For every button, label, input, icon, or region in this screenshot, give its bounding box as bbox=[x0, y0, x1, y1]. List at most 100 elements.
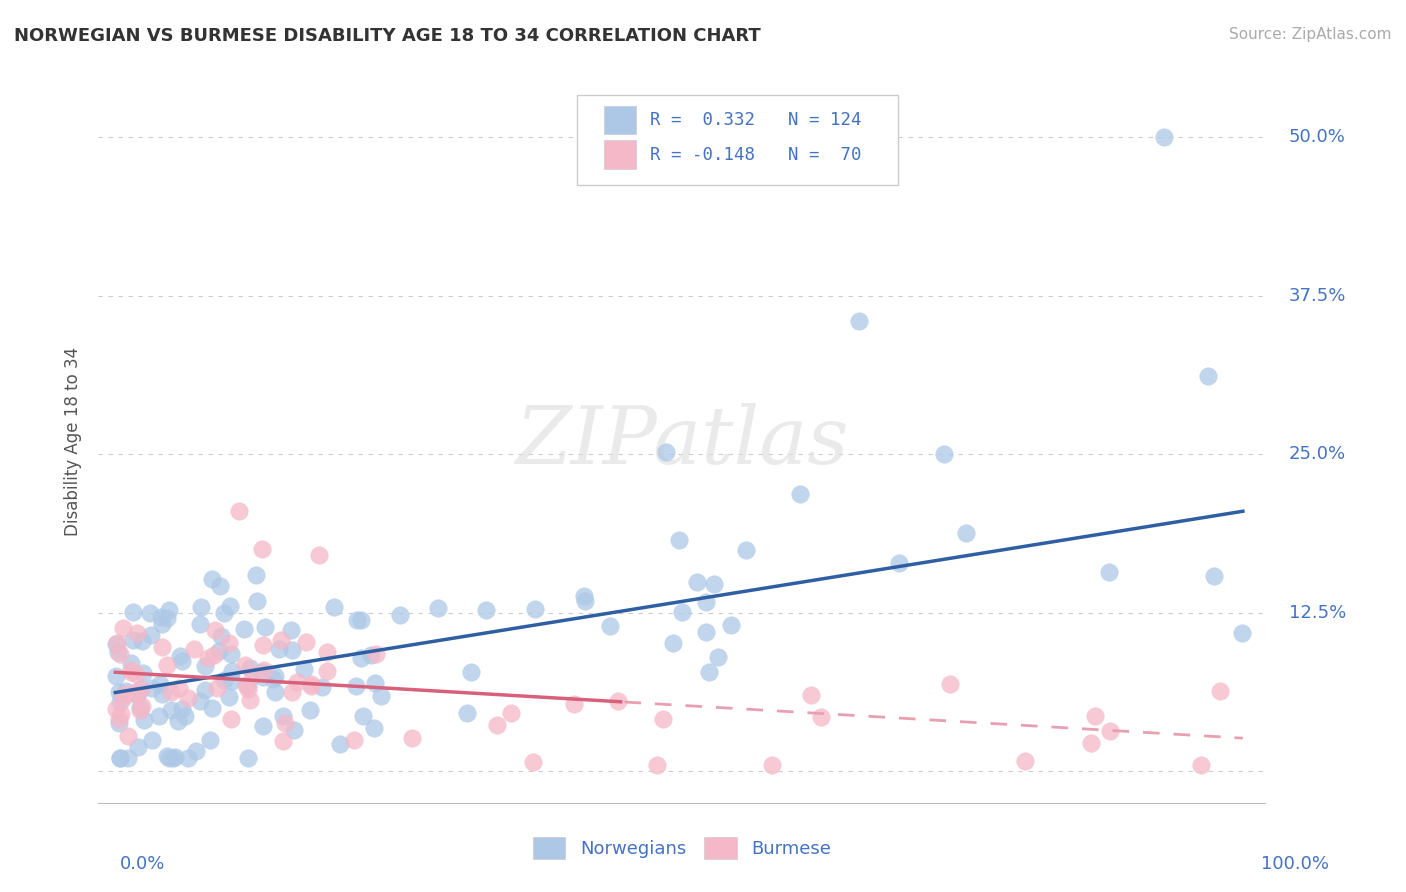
FancyBboxPatch shape bbox=[576, 95, 898, 185]
Point bbox=[1153, 130, 1175, 145]
FancyBboxPatch shape bbox=[603, 140, 637, 169]
Point bbox=[129, 681, 152, 696]
Point bbox=[120, 664, 142, 678]
Point bbox=[157, 603, 180, 617]
Point bbox=[301, 680, 323, 694]
Text: N = 124: N = 124 bbox=[789, 111, 862, 129]
Point bbox=[523, 602, 546, 616]
Point bbox=[156, 611, 179, 625]
Point bbox=[219, 647, 242, 661]
Point bbox=[703, 577, 725, 591]
Point bbox=[228, 504, 250, 518]
Point bbox=[250, 542, 273, 557]
Point bbox=[233, 657, 256, 672]
Point bbox=[188, 617, 211, 632]
Point bbox=[363, 721, 385, 735]
Point bbox=[606, 694, 628, 708]
Point bbox=[201, 572, 224, 586]
Point bbox=[460, 665, 482, 679]
Point bbox=[501, 706, 523, 720]
Point bbox=[160, 703, 183, 717]
Point bbox=[162, 751, 184, 765]
Point bbox=[239, 692, 262, 706]
Point bbox=[245, 568, 267, 582]
Point bbox=[129, 700, 152, 714]
Text: R = -0.148: R = -0.148 bbox=[651, 145, 755, 164]
Point bbox=[212, 606, 235, 620]
Point bbox=[263, 669, 285, 683]
Point bbox=[344, 679, 367, 693]
Point bbox=[201, 701, 224, 715]
Point bbox=[131, 665, 153, 680]
Text: NORWEGIAN VS BURMESE DISABILITY AGE 18 TO 34 CORRELATION CHART: NORWEGIAN VS BURMESE DISABILITY AGE 18 T… bbox=[14, 27, 761, 45]
Point bbox=[263, 685, 285, 699]
Point bbox=[204, 623, 226, 637]
Point bbox=[316, 664, 339, 678]
Point bbox=[218, 690, 240, 704]
Point bbox=[599, 619, 621, 633]
Point bbox=[190, 694, 212, 708]
Point bbox=[131, 634, 153, 648]
Point bbox=[562, 697, 585, 711]
Point bbox=[655, 444, 678, 458]
Point bbox=[401, 731, 423, 746]
Point bbox=[316, 645, 339, 659]
Point bbox=[346, 613, 368, 627]
Point bbox=[299, 676, 322, 690]
Point bbox=[685, 574, 707, 589]
Point bbox=[350, 650, 373, 665]
Point bbox=[127, 740, 149, 755]
Point bbox=[271, 709, 294, 723]
Point bbox=[848, 314, 870, 328]
Point bbox=[107, 684, 129, 698]
Point bbox=[165, 750, 187, 764]
Point bbox=[184, 744, 207, 758]
Point bbox=[221, 712, 243, 726]
Point bbox=[194, 659, 217, 673]
Point bbox=[1202, 568, 1225, 582]
Point bbox=[194, 683, 217, 698]
Point bbox=[706, 650, 728, 665]
Text: R =  0.332: R = 0.332 bbox=[651, 111, 755, 129]
Point bbox=[150, 687, 173, 701]
Point bbox=[350, 613, 373, 627]
Point bbox=[208, 643, 231, 657]
FancyBboxPatch shape bbox=[603, 105, 637, 135]
Point bbox=[1084, 709, 1107, 723]
Point bbox=[149, 677, 172, 691]
Point bbox=[800, 688, 823, 702]
Point bbox=[267, 641, 290, 656]
Point bbox=[105, 636, 128, 650]
Point bbox=[218, 599, 240, 613]
Point bbox=[522, 755, 544, 769]
Point bbox=[150, 610, 173, 624]
Point bbox=[651, 712, 673, 726]
Point bbox=[105, 702, 128, 716]
Point bbox=[292, 662, 315, 676]
Point bbox=[246, 594, 269, 608]
Point bbox=[427, 601, 450, 615]
Point bbox=[366, 648, 388, 662]
Point bbox=[1189, 757, 1212, 772]
Point bbox=[170, 654, 193, 668]
Point bbox=[209, 629, 232, 643]
Point bbox=[283, 723, 305, 738]
Point bbox=[645, 757, 668, 772]
Point bbox=[574, 593, 596, 607]
Point bbox=[1098, 565, 1121, 579]
Point bbox=[125, 625, 148, 640]
Point bbox=[122, 633, 145, 648]
Point bbox=[662, 636, 685, 650]
Point bbox=[166, 714, 188, 728]
Point bbox=[360, 648, 382, 663]
Point bbox=[108, 716, 131, 731]
Point bbox=[183, 641, 205, 656]
Point bbox=[271, 734, 294, 748]
Point bbox=[456, 706, 478, 720]
Point bbox=[697, 665, 720, 680]
Point bbox=[156, 748, 179, 763]
Point bbox=[141, 681, 163, 696]
Text: N =  70: N = 70 bbox=[789, 145, 862, 164]
Point bbox=[105, 669, 128, 683]
Point bbox=[239, 660, 262, 674]
